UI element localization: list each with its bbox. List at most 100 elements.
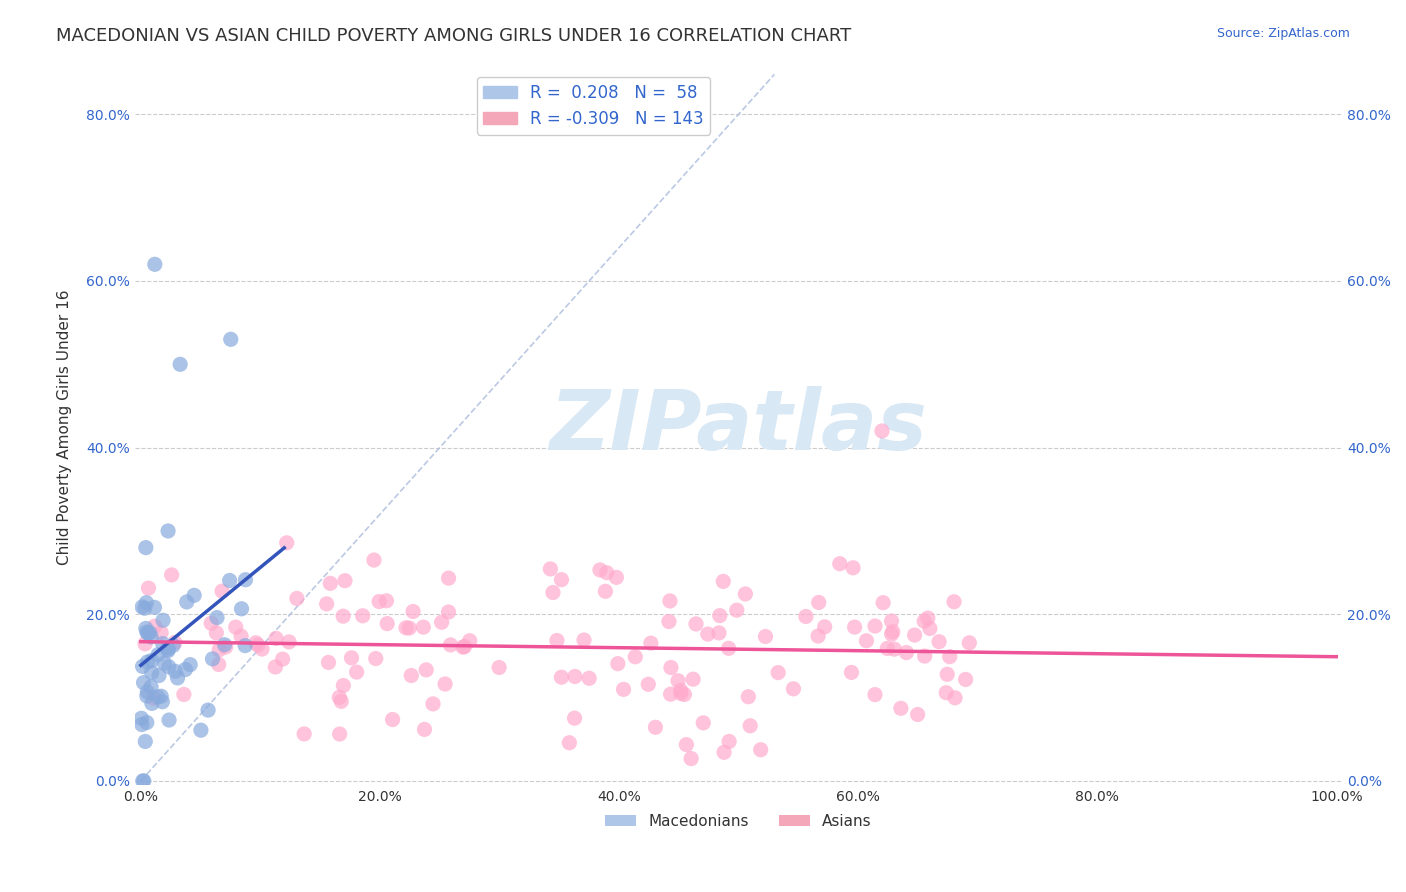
Point — [907, 707, 929, 722]
Point — [285, 591, 308, 606]
Point — [276, 536, 298, 550]
Point — [398, 621, 420, 635]
Point — [381, 713, 404, 727]
Point — [235, 573, 257, 587]
Point — [219, 332, 242, 346]
Point — [163, 635, 186, 649]
Point — [912, 614, 935, 628]
Point — [152, 613, 174, 627]
Point — [914, 648, 936, 663]
Point — [451, 640, 474, 655]
Point — [153, 656, 176, 670]
Point — [135, 715, 157, 730]
Point — [333, 574, 356, 588]
Point — [550, 573, 572, 587]
Point — [329, 727, 352, 741]
Point — [640, 636, 662, 650]
Point — [713, 745, 735, 759]
Point — [872, 596, 894, 610]
Point — [208, 643, 231, 657]
Point — [844, 620, 866, 634]
Point — [150, 625, 173, 640]
Point — [439, 638, 461, 652]
Point — [458, 633, 481, 648]
Point — [141, 697, 163, 711]
Point — [245, 636, 267, 650]
Point — [197, 703, 219, 717]
Point — [828, 557, 851, 571]
Point — [395, 621, 418, 635]
Point — [135, 625, 157, 640]
Point — [766, 665, 789, 680]
Point — [696, 627, 718, 641]
Point — [637, 677, 659, 691]
Point — [669, 683, 692, 698]
Point — [644, 720, 666, 734]
Point — [863, 619, 886, 633]
Point — [330, 694, 353, 708]
Point — [666, 673, 689, 688]
Point — [718, 734, 741, 748]
Point — [564, 711, 586, 725]
Point — [550, 670, 572, 684]
Point — [605, 570, 627, 584]
Point — [943, 595, 966, 609]
Point — [143, 619, 166, 633]
Point — [938, 649, 960, 664]
Point — [737, 690, 759, 704]
Point — [169, 357, 191, 371]
Point — [711, 574, 734, 589]
Point — [162, 638, 184, 652]
Point — [749, 743, 772, 757]
Point — [401, 668, 423, 682]
Point — [231, 601, 253, 615]
Point — [205, 610, 228, 624]
Point — [413, 723, 436, 737]
Point — [375, 616, 398, 631]
Point — [430, 615, 453, 630]
Point — [142, 691, 165, 706]
Point — [782, 681, 804, 696]
Point — [150, 690, 173, 704]
Point — [229, 629, 252, 643]
Point — [211, 584, 233, 599]
Point — [936, 667, 959, 681]
Point — [904, 628, 927, 642]
Point — [179, 657, 201, 672]
Point — [368, 594, 391, 608]
Point — [201, 652, 224, 666]
Point — [183, 588, 205, 602]
Point — [538, 562, 561, 576]
Point — [247, 638, 270, 652]
Point — [292, 727, 315, 741]
Point — [882, 624, 904, 639]
Point — [659, 687, 682, 701]
Point — [415, 663, 437, 677]
Y-axis label: Child Poverty Among Girls Under 16: Child Poverty Among Girls Under 16 — [58, 289, 72, 565]
Point — [928, 634, 950, 648]
Point — [318, 656, 340, 670]
Point — [278, 635, 301, 649]
Point — [264, 632, 287, 646]
Point — [156, 640, 179, 655]
Point — [148, 668, 170, 682]
Point — [152, 637, 174, 651]
Point — [402, 605, 425, 619]
Point — [364, 651, 387, 665]
Point — [658, 615, 681, 629]
Point — [143, 257, 166, 271]
Point — [589, 563, 612, 577]
Point — [150, 695, 173, 709]
Point — [132, 675, 155, 690]
Point — [807, 595, 830, 609]
Point — [176, 595, 198, 609]
Point — [157, 713, 180, 727]
Point — [363, 553, 385, 567]
Point — [157, 642, 180, 657]
Point — [955, 673, 977, 687]
Point — [141, 654, 163, 668]
Point — [328, 690, 350, 705]
Point — [134, 601, 156, 615]
Point — [546, 633, 568, 648]
Point — [572, 633, 595, 648]
